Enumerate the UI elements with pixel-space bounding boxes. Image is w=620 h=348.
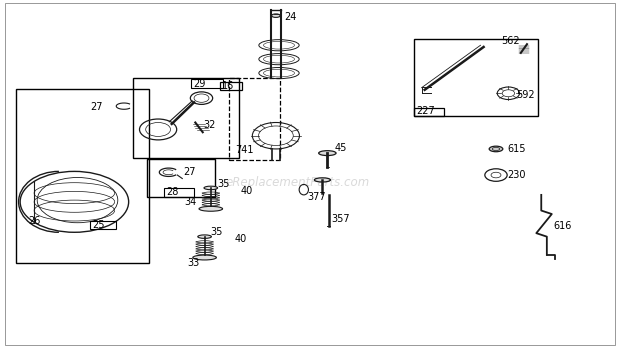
Text: 33: 33 <box>187 258 200 268</box>
Ellipse shape <box>314 178 330 182</box>
Text: 230: 230 <box>507 170 526 180</box>
Text: 26: 26 <box>28 216 40 226</box>
Text: 377: 377 <box>307 192 326 201</box>
Text: 29: 29 <box>193 79 205 88</box>
Text: 741: 741 <box>236 145 254 155</box>
Text: 35: 35 <box>217 179 229 189</box>
Ellipse shape <box>199 206 223 211</box>
Bar <box>191 79 223 88</box>
Text: 32: 32 <box>203 120 216 130</box>
Ellipse shape <box>489 146 503 152</box>
Text: 27: 27 <box>183 167 195 177</box>
Text: 35: 35 <box>211 228 223 237</box>
Ellipse shape <box>198 235 211 238</box>
Text: 25: 25 <box>92 220 104 230</box>
Text: 616: 616 <box>554 221 572 230</box>
Bar <box>164 188 194 197</box>
Text: 24: 24 <box>284 12 296 22</box>
Bar <box>147 159 215 197</box>
Bar <box>229 78 280 160</box>
Bar <box>16 89 149 263</box>
Bar <box>90 221 116 229</box>
Text: 615: 615 <box>507 144 526 154</box>
Text: 592: 592 <box>516 90 535 100</box>
Bar <box>220 82 242 90</box>
Text: 562: 562 <box>501 36 520 46</box>
Ellipse shape <box>319 151 336 156</box>
Text: 357: 357 <box>332 214 350 224</box>
Ellipse shape <box>193 255 216 260</box>
Ellipse shape <box>272 14 280 17</box>
Text: 28: 28 <box>166 188 179 197</box>
Bar <box>414 108 444 116</box>
Text: 16: 16 <box>222 81 234 91</box>
Text: 40: 40 <box>234 235 247 244</box>
Text: eReplacementParts.com: eReplacementParts.com <box>226 176 370 189</box>
Text: 27: 27 <box>90 102 102 112</box>
Ellipse shape <box>204 186 218 190</box>
Text: 45: 45 <box>335 143 347 153</box>
Bar <box>414 39 538 116</box>
Text: 34: 34 <box>185 197 197 207</box>
Bar <box>133 78 239 158</box>
Text: 40: 40 <box>241 186 253 196</box>
Text: 227: 227 <box>416 106 435 116</box>
